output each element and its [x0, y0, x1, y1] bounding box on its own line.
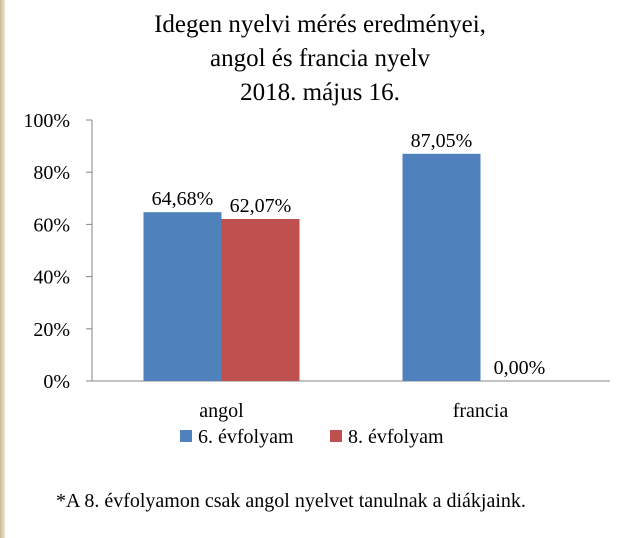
chart-title: Idegen nyelvi mérés eredményei, angol és… [60, 8, 580, 110]
legend-label: 8. évfolyam [348, 426, 444, 448]
data-label: 64,68% [152, 188, 214, 210]
x-tick-label: francia [453, 400, 509, 422]
y-tick-label: 80% [33, 162, 70, 184]
bar-angol-series-2 [221, 218, 300, 381]
decorative-left-border [0, 0, 5, 538]
chart-title-line-3: 2018. május 16. [240, 79, 400, 106]
y-tick-label: 0% [43, 371, 70, 393]
footnote: *A 8. évfolyamon csak angol nyelvet tanu… [56, 490, 526, 512]
y-tick-label: 100% [23, 110, 70, 132]
data-label: 62,07% [230, 195, 292, 217]
legend-swatch [330, 430, 342, 442]
bar-chart: 0% 20% 40% 60% 80% 100% 64,68% 62,07% angol 87,05… [23, 110, 610, 448]
x-tick-label: angol [199, 400, 244, 422]
data-label: 0,00% [494, 357, 546, 379]
bar-francia-series-1 [402, 153, 481, 381]
y-tick-label: 60% [33, 214, 70, 236]
chart-title-line-1: Idegen nyelvi mérés eredményei, [154, 11, 486, 38]
legend-swatch [180, 430, 192, 442]
bar-angol-series-1 [143, 212, 222, 381]
data-label: 87,05% [411, 130, 473, 152]
chart-title-line-2: angol és francia nyelv [209, 45, 431, 72]
legend-label: 6. évfolyam [198, 426, 294, 448]
y-tick-label: 20% [33, 319, 70, 341]
y-tick-label: 40% [33, 267, 70, 289]
